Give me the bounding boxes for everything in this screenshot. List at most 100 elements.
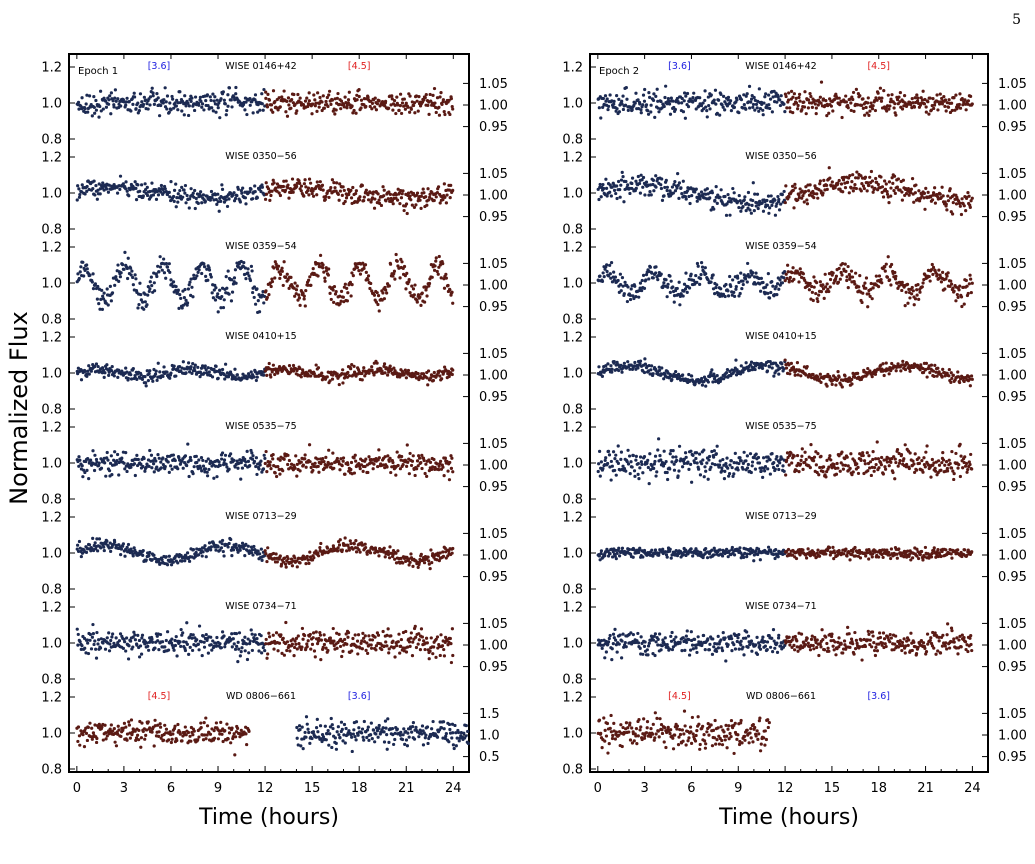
- data-point: [418, 648, 423, 652]
- data-point: [222, 554, 226, 558]
- data-point: [624, 179, 628, 184]
- data-point: [402, 97, 406, 101]
- data-point: [111, 99, 115, 103]
- data-point: [403, 107, 407, 111]
- data-point: [386, 454, 390, 458]
- data-point: [206, 651, 210, 655]
- data-point: [297, 296, 302, 300]
- data-point: [329, 297, 333, 302]
- y-tick-label: 1.2: [41, 241, 62, 256]
- data-point: [261, 108, 265, 112]
- data-point: [94, 183, 98, 188]
- data-point: [218, 116, 222, 120]
- data-point: [382, 362, 387, 366]
- data-point: [336, 546, 340, 550]
- data-point: [321, 94, 325, 98]
- data-point: [903, 94, 907, 98]
- data-point: [274, 631, 279, 635]
- x-tick-label: 18: [870, 781, 887, 796]
- data-point: [420, 291, 424, 295]
- data-point: [324, 194, 328, 199]
- data-point: [227, 541, 231, 546]
- data-point: [156, 96, 160, 100]
- data-point: [411, 721, 415, 725]
- data-point: [97, 461, 101, 465]
- data-point: [251, 553, 255, 557]
- data-point: [299, 189, 303, 193]
- data-point: [109, 454, 113, 458]
- data-point: [451, 301, 455, 305]
- data-point: [198, 95, 202, 99]
- data-point: [106, 190, 111, 194]
- data-point: [205, 474, 210, 478]
- data-point: [346, 101, 350, 105]
- data-point: [154, 369, 158, 373]
- data-point: [199, 466, 203, 470]
- data-point: [397, 632, 401, 636]
- data-point: [111, 632, 115, 636]
- data-point: [104, 105, 109, 109]
- data-point: [85, 468, 89, 473]
- data-point: [272, 266, 276, 270]
- data-point: [141, 549, 145, 553]
- data-point: [314, 630, 318, 634]
- data-point: [303, 730, 307, 735]
- data-point: [389, 103, 393, 107]
- data-point: [638, 102, 642, 106]
- data-point: [337, 733, 341, 737]
- data-point: [296, 92, 300, 97]
- data-point: [362, 366, 366, 370]
- data-point: [342, 188, 346, 193]
- data-point: [220, 367, 225, 372]
- data-point: [377, 309, 381, 313]
- data-point: [123, 467, 127, 471]
- data-point: [451, 470, 455, 474]
- data-point: [251, 197, 255, 201]
- band-label-second: [3.6]: [348, 691, 371, 702]
- data-point: [112, 374, 116, 378]
- x-axis-label: Time (hours): [718, 805, 859, 830]
- data-point: [139, 745, 143, 749]
- data-point: [158, 722, 162, 726]
- data-point: [615, 184, 619, 188]
- data-point: [191, 547, 196, 552]
- data-point: [339, 107, 343, 111]
- data-point: [175, 738, 179, 743]
- data-point: [141, 300, 145, 304]
- data-point: [387, 740, 391, 745]
- data-point: [316, 551, 320, 555]
- data-point: [79, 265, 83, 269]
- y-tick-label: 0.8: [41, 223, 62, 238]
- x-tick-label: 3: [120, 781, 128, 796]
- data-point: [262, 453, 266, 457]
- data-point: [140, 633, 145, 637]
- data-point: [225, 286, 229, 290]
- data-point: [792, 92, 796, 96]
- data-point: [921, 89, 925, 93]
- data-point: [278, 105, 282, 109]
- data-point: [301, 747, 305, 751]
- data-point: [163, 86, 167, 90]
- data-point: [143, 300, 147, 304]
- data-point: [432, 645, 436, 649]
- data-point: [102, 545, 106, 549]
- data-point: [308, 741, 312, 745]
- data-point: [87, 476, 91, 481]
- data-point: [369, 643, 373, 647]
- data-point: [630, 181, 634, 186]
- data-point: [398, 202, 402, 206]
- data-point: [216, 292, 220, 296]
- y2-tick-label: 0.95: [479, 390, 508, 405]
- data-point: [719, 92, 723, 96]
- data-point: [108, 94, 112, 98]
- data-point: [232, 95, 236, 99]
- data-point: [204, 737, 208, 741]
- data-point: [219, 97, 223, 101]
- data-point: [326, 104, 330, 109]
- data-point: [331, 626, 335, 631]
- data-point: [284, 620, 288, 625]
- data-point: [91, 287, 96, 291]
- data-point: [377, 99, 381, 103]
- data-point: [369, 646, 374, 650]
- data-point: [432, 86, 437, 91]
